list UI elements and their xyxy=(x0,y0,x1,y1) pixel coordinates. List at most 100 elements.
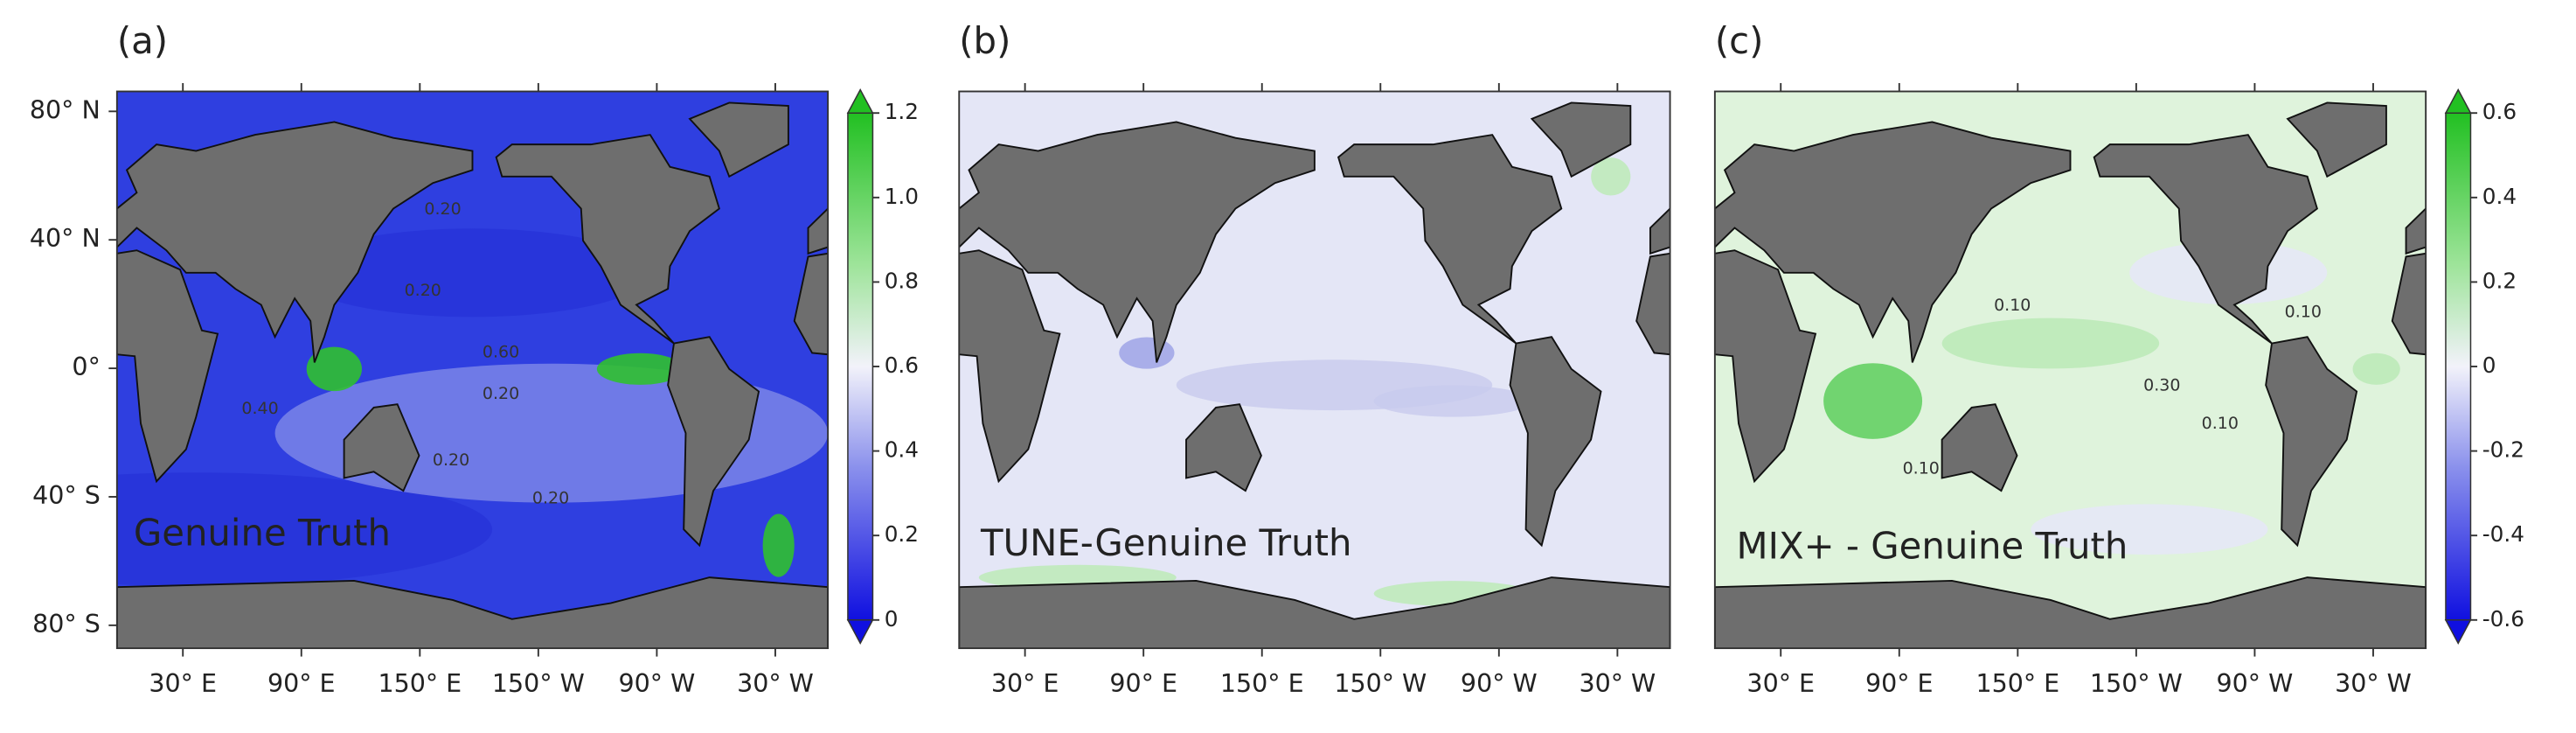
panel-letter: (c) xyxy=(1715,19,1764,62)
colorbar-tick-label: 0.2 xyxy=(885,521,919,547)
anomaly xyxy=(2352,353,2400,385)
land xyxy=(0,135,9,343)
x-tick-label: 90° E xyxy=(1865,669,1934,698)
land xyxy=(1509,336,1602,548)
y-tick-label: 80° S xyxy=(32,610,101,639)
contour-label: 0.40 xyxy=(241,399,278,418)
land xyxy=(1337,134,1563,345)
x-tick-label: 90° W xyxy=(1461,669,1538,698)
land xyxy=(688,101,789,178)
panel-letter: (a) xyxy=(117,19,168,62)
x-tick-label: 150° W xyxy=(492,669,585,698)
x-tick-label: 150° E xyxy=(1220,669,1304,698)
land xyxy=(2405,207,2427,255)
x-tick-label: 30° E xyxy=(1746,669,1815,698)
colorbar-arrow xyxy=(846,619,874,645)
land xyxy=(807,207,829,255)
contour-label: 0.20 xyxy=(433,450,469,470)
land xyxy=(959,121,1316,363)
colorbar-tick-label: 1.2 xyxy=(885,99,919,124)
map-body xyxy=(0,91,829,649)
land xyxy=(0,337,48,545)
land xyxy=(2286,101,2387,178)
panel-title: MIX+ - Genuine Truth xyxy=(1737,525,2128,568)
panel-title: Genuine Truth xyxy=(134,511,391,554)
colorbar-arrow xyxy=(2444,88,2472,114)
contour-label: 0.10 xyxy=(2285,303,2322,322)
land xyxy=(2391,252,2427,356)
y-tick-label: 80° N xyxy=(30,95,101,124)
map-frame xyxy=(115,90,830,650)
colorbar-arrow xyxy=(846,88,874,114)
land xyxy=(793,252,829,356)
land xyxy=(2093,134,2318,345)
colorbar-arrow xyxy=(2444,619,2472,645)
colorbar xyxy=(847,112,874,621)
colorbar-tick-label: 0.6 xyxy=(2482,99,2517,124)
x-tick-label: 30° E xyxy=(149,669,217,698)
anomaly xyxy=(1119,337,1175,369)
colorbar-tick-label: -0.2 xyxy=(2482,437,2524,463)
x-tick-label: 30° E xyxy=(991,669,1059,698)
land xyxy=(1530,101,1632,178)
anomaly xyxy=(295,228,650,318)
colorbar-tick-label: 0 xyxy=(2482,353,2496,378)
panel-letter: (b) xyxy=(959,19,1010,62)
colorbar-tick-label: 0.8 xyxy=(885,268,919,293)
x-tick-label: 90° E xyxy=(1109,669,1177,698)
contour-label: 0.10 xyxy=(1994,296,2031,315)
land xyxy=(1635,252,1670,356)
anomaly xyxy=(306,346,362,392)
land xyxy=(1941,403,2018,492)
map-frame xyxy=(958,90,1671,650)
contour-label: 0.20 xyxy=(405,281,441,300)
land xyxy=(2265,336,2358,548)
colorbar-tick-label: -0.6 xyxy=(2482,606,2524,632)
land xyxy=(116,121,474,363)
anomaly xyxy=(1373,385,1532,417)
colorbar-tick-label: 0.4 xyxy=(2482,184,2517,209)
x-tick-label: 30° W xyxy=(1579,669,1656,698)
land xyxy=(343,403,420,492)
land xyxy=(116,249,219,484)
x-tick-label: 90° W xyxy=(2217,669,2294,698)
map-body xyxy=(1714,91,2427,649)
y-tick-label: 40° N xyxy=(30,224,101,253)
colorbar-tick-label: 0.4 xyxy=(885,437,919,463)
x-tick-label: 150° W xyxy=(1334,669,1427,698)
land xyxy=(1714,249,1817,484)
x-tick-label: 90° W xyxy=(619,669,696,698)
land xyxy=(1714,121,2072,363)
land xyxy=(1185,403,1262,492)
colorbar-tick-label: 0.2 xyxy=(2482,268,2517,293)
panel-title: TUNE-Genuine Truth xyxy=(980,521,1352,564)
colorbar-tick-label: 1.0 xyxy=(885,184,919,209)
contour-label: 0.10 xyxy=(1903,458,1940,478)
land xyxy=(1714,576,2427,649)
x-tick-label: 30° W xyxy=(2335,669,2412,698)
colorbar-tick-label: -0.4 xyxy=(2482,521,2524,547)
map-frame xyxy=(1713,90,2427,650)
land xyxy=(116,576,829,649)
anomaly xyxy=(116,472,492,587)
y-tick-label: 0° xyxy=(72,353,100,381)
map-panel: 30° E 90° E 150° E 150° W 90° W 30° W (c) MIX+ … xyxy=(1713,19,2524,698)
x-tick-label: 150° W xyxy=(2090,669,2183,698)
x-tick-label: 90° E xyxy=(267,669,336,698)
x-tick-label: 30° W xyxy=(737,669,814,698)
contour-label: 0.10 xyxy=(2202,414,2239,433)
y-tick-label: 40° S xyxy=(32,481,101,510)
anomaly xyxy=(1941,318,2160,369)
x-tick-label: 150° E xyxy=(378,669,462,698)
anomaly xyxy=(1823,363,1923,439)
land xyxy=(1649,207,1670,255)
anomaly xyxy=(1591,157,1631,196)
land xyxy=(959,576,1670,649)
contour-label: 0.20 xyxy=(483,384,519,403)
contour-label: 0.20 xyxy=(532,489,569,508)
map-panel: 30° E 90° E 150° E 150° W 90° W 30° W 80° N 40°… xyxy=(0,19,919,698)
colorbar-tick-label: 0.6 xyxy=(885,353,919,378)
colorbar-tick-label: 0 xyxy=(885,606,899,632)
land xyxy=(959,249,1061,484)
